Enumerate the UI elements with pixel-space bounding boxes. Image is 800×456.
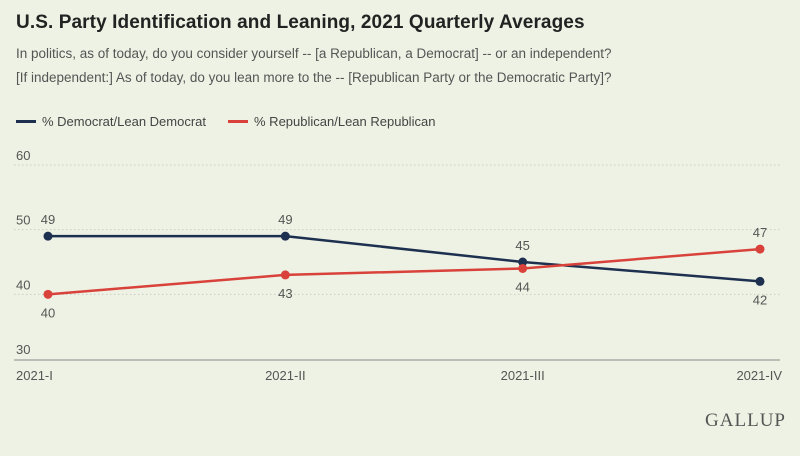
chart-title: U.S. Party Identification and Leaning, 2… <box>16 12 585 33</box>
chart-legend: % Democrat/Lean Democrat % Republican/Le… <box>16 114 457 129</box>
data-label-0-2: 45 <box>515 238 529 253</box>
data-label-1-2: 44 <box>515 279 529 294</box>
series-layer <box>43 231 765 299</box>
data-point-1-0 <box>43 289 53 299</box>
data-point-1-1 <box>280 270 290 280</box>
legend-label-republican: % Republican/Lean Republican <box>254 114 436 129</box>
x-tick-label-2021-III: 2021-III <box>501 368 545 383</box>
data-point-0-3 <box>755 276 765 286</box>
legend-item-republican: % Republican/Lean Republican <box>228 114 435 129</box>
y-tick-label-50: 50 <box>16 213 30 228</box>
x-tick-label-2021-I: 2021-I <box>16 368 53 383</box>
data-label-1-1: 43 <box>278 286 292 301</box>
chart-subtitle-question-2: [If independent:] As of today, do you le… <box>16 70 612 85</box>
series-line-0 <box>48 234 761 283</box>
data-label-0-3: 42 <box>753 292 767 307</box>
data-label-1-3: 47 <box>753 225 767 240</box>
legend-swatch-democrat <box>16 120 36 123</box>
y-tick-label-40: 40 <box>16 277 30 292</box>
x-tick-label-2021-IV: 2021-IV <box>736 368 782 383</box>
legend-swatch-republican <box>228 120 249 123</box>
data-point-0-0 <box>43 231 53 241</box>
data-point-0-1 <box>280 231 290 241</box>
data-label-0-1: 49 <box>278 212 292 227</box>
data-point-0-2 <box>518 257 528 267</box>
gallup-logo: GALLUP <box>705 410 786 431</box>
grid-layer: 30 40 50 60 2021-I 2021-II 2021-III 2021-IV <box>14 148 782 383</box>
chart-subtitle-question-1: In politics, as of today, do you conside… <box>16 46 612 61</box>
y-tick-label-60: 60 <box>16 148 30 163</box>
data-label-0-0: 49 <box>41 212 55 227</box>
legend-item-democrat: % Democrat/Lean Democrat <box>16 114 206 129</box>
label-layer: 49 49 45 42 40 43 44 47 <box>41 212 767 320</box>
data-point-1-2 <box>518 263 528 273</box>
legend-label-democrat: % Democrat/Lean Democrat <box>42 114 207 129</box>
x-tick-label-2021-II: 2021-II <box>265 368 305 383</box>
series-line-1 <box>47 247 761 296</box>
data-point-1-3 <box>755 244 765 254</box>
data-label-1-0: 40 <box>41 305 55 320</box>
y-tick-label-30: 30 <box>16 342 30 357</box>
